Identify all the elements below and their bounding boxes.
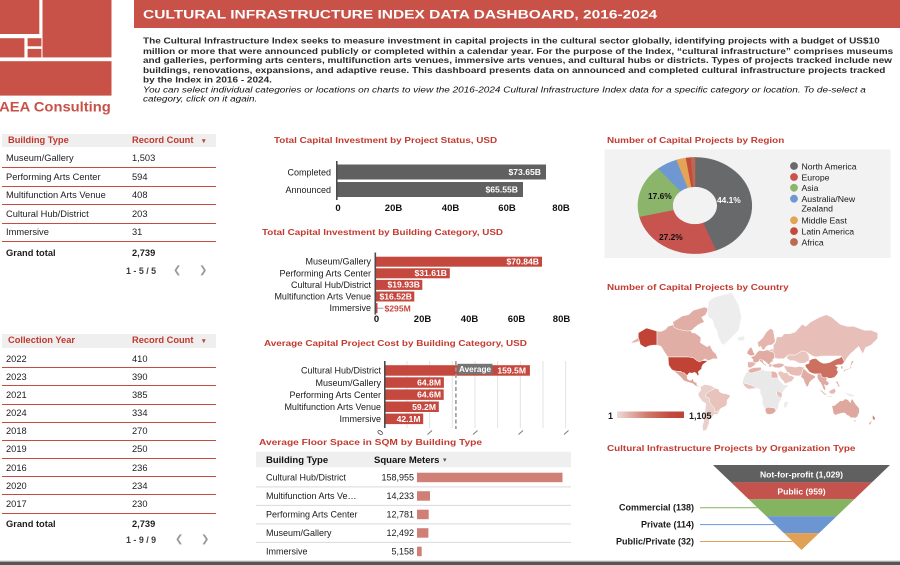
svg-text:Africa: Africa bbox=[802, 237, 824, 247]
svg-text:$16.52B: $16.52B bbox=[380, 291, 413, 301]
svg-text:158,955: 158,955 bbox=[381, 473, 414, 483]
svg-text:Immersive: Immersive bbox=[329, 303, 371, 313]
svg-text:12,781: 12,781 bbox=[386, 510, 414, 520]
svg-text:12,492: 12,492 bbox=[386, 528, 414, 538]
svg-text:20B: 20B bbox=[385, 203, 403, 214]
svg-text:Building Type: Building Type bbox=[266, 455, 328, 466]
svg-text:$73.65B: $73.65B bbox=[509, 167, 542, 177]
svg-text:64.8M: 64.8M bbox=[417, 378, 441, 388]
svg-text:Performing Arts Center: Performing Arts Center bbox=[279, 268, 371, 278]
svg-text:AEA Consulting: AEA Consulting bbox=[0, 100, 111, 116]
svg-text:20B: 20B bbox=[414, 314, 432, 325]
svg-text:1,105: 1,105 bbox=[689, 411, 712, 421]
svg-text:59.2M: 59.2M bbox=[412, 402, 436, 412]
svg-text:Not-for-profit (1,029): Not-for-profit (1,029) bbox=[760, 469, 843, 479]
svg-text:27.2%: 27.2% bbox=[659, 232, 683, 242]
svg-text:80B: 80B bbox=[553, 314, 571, 325]
svg-text:Private (114): Private (114) bbox=[641, 520, 694, 530]
svg-text:44.1%: 44.1% bbox=[717, 195, 741, 205]
svg-text:$65.55B: $65.55B bbox=[486, 185, 519, 195]
svg-text:60B: 60B bbox=[508, 314, 526, 325]
svg-text:$19.93B: $19.93B bbox=[388, 280, 421, 290]
svg-text:60B: 60B bbox=[498, 203, 516, 214]
svg-text:Middle East: Middle East bbox=[802, 216, 848, 226]
svg-text:17.6%: 17.6% bbox=[648, 191, 672, 201]
svg-text:Cultural Hub/District: Cultural Hub/District bbox=[301, 366, 382, 376]
svg-text:Completed: Completed bbox=[287, 168, 331, 178]
svg-text:80B: 80B bbox=[552, 203, 570, 214]
svg-text:Immersive: Immersive bbox=[266, 547, 308, 557]
svg-text:Zealand: Zealand bbox=[802, 204, 834, 214]
svg-text:0: 0 bbox=[374, 314, 379, 325]
svg-text:42.1M: 42.1M bbox=[397, 414, 421, 424]
svg-text:Multifunction Arts Venue: Multifunction Arts Venue bbox=[284, 402, 381, 412]
svg-text:Multifunction Arts Venue: Multifunction Arts Venue bbox=[274, 292, 371, 302]
svg-text:Australia/New: Australia/New bbox=[802, 194, 856, 204]
svg-text:$31.61B: $31.61B bbox=[415, 268, 448, 278]
svg-text:Museum/Gallery: Museum/Gallery bbox=[305, 257, 371, 267]
svg-text:Commercial (138): Commercial (138) bbox=[619, 503, 694, 513]
svg-text:Immersive: Immersive bbox=[339, 414, 381, 424]
svg-text:0: 0 bbox=[375, 428, 385, 437]
svg-text:14,233: 14,233 bbox=[386, 491, 414, 501]
svg-text:64.6M: 64.6M bbox=[417, 390, 441, 400]
svg-text:Europe: Europe bbox=[802, 172, 830, 182]
svg-text:40B: 40B bbox=[461, 314, 479, 325]
svg-text:Announced: Announced bbox=[285, 185, 331, 195]
svg-text:Latin America: Latin America bbox=[802, 226, 855, 236]
svg-text:Asia: Asia bbox=[802, 183, 819, 193]
svg-text:Cultural Hub/District: Cultural Hub/District bbox=[266, 473, 347, 483]
svg-text:40B: 40B bbox=[442, 203, 460, 214]
svg-text:Museum/Gallery: Museum/Gallery bbox=[315, 378, 381, 388]
svg-text:Museum/Gallery: Museum/Gallery bbox=[266, 528, 332, 538]
svg-text:Cultural Hub/District: Cultural Hub/District bbox=[291, 280, 372, 290]
svg-text:Square Meters: Square Meters bbox=[374, 455, 439, 466]
svg-text:Performing Arts Center: Performing Arts Center bbox=[266, 510, 358, 520]
svg-text:$295M: $295M bbox=[385, 303, 411, 313]
svg-text:1: 1 bbox=[608, 411, 613, 421]
svg-text:Public (959): Public (959) bbox=[777, 486, 825, 496]
svg-text:159.5M: 159.5M bbox=[497, 366, 526, 376]
svg-text:Average: Average bbox=[459, 365, 491, 374]
svg-text:Public/Private (32): Public/Private (32) bbox=[616, 537, 694, 547]
svg-text:▾: ▾ bbox=[443, 457, 447, 464]
svg-text:North America: North America bbox=[802, 161, 857, 171]
svg-text:$70.84B: $70.84B bbox=[507, 257, 540, 267]
svg-text:Performing Arts Center: Performing Arts Center bbox=[289, 390, 381, 400]
svg-text:5,158: 5,158 bbox=[391, 547, 414, 557]
svg-text:Multifunction Arts Ve…: Multifunction Arts Ve… bbox=[266, 491, 357, 501]
svg-text:0: 0 bbox=[335, 203, 340, 214]
